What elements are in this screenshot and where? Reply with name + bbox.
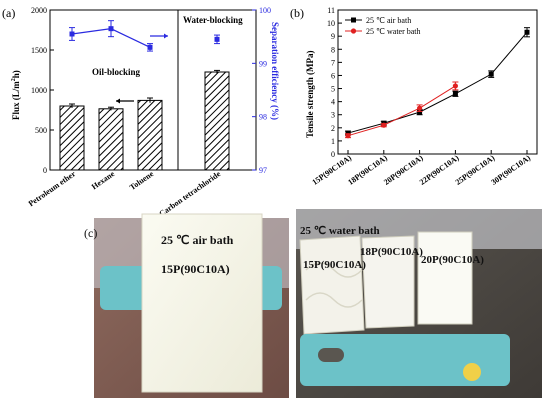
panel-a-efficiency-series [69,20,220,52]
y-tick-label: 4 [331,98,335,107]
efficiency-point [108,26,114,32]
panel-a-category-labels: Petroleum ether Hexane Toluene Carbon tetra… [27,169,223,218]
series-point [345,130,351,136]
y-tick-label: 3 [331,111,335,120]
series-line [347,85,456,137]
y-tick-label: 1500 [31,46,47,55]
category-label: Petroleum ether [27,169,78,208]
y2-tick-label: 98 [259,113,267,122]
film-sample-15p [299,235,365,335]
right-ruler [300,334,510,386]
panel-b-series [345,27,530,139]
y2-tick-label: 97 [259,166,267,175]
panel-b-axes: 0 1 2 3 4 5 6 7 8 9 10 11 [327,6,528,159]
y-tick-label: 2 [331,124,335,133]
category-label: Hexane [90,169,117,191]
y-tick-label: 11 [327,6,335,15]
panel-b-legend: 25 ℃ air bath 25 ℃ water bath [345,16,421,36]
flux-bar [98,108,124,171]
right-photo-sample-15p-label: 15P(90C10A) [303,259,366,271]
efficiency-point [69,31,75,37]
panel-a-label: (a) [2,6,15,20]
right-axis-arrowhead [164,33,168,39]
series-point [381,122,387,128]
film-wrinkles [305,262,363,308]
panel-a-right-axis: 97 98 99 100 [252,6,271,175]
series-point [417,109,423,115]
efficiency-point [147,44,153,50]
right-photo-sample-18p-label: 18P(90C10A) [360,246,423,258]
category-label: Toluene [128,169,156,192]
panel-a-ylabel: Flux (L/m2h) [11,70,21,120]
y2-tick-label: 100 [259,6,271,15]
y-tick-label: 500 [35,126,47,135]
y-tick-label: 2000 [31,6,47,15]
flux-bar [137,99,163,171]
y2-tick-label: 99 [259,59,267,68]
series-point [452,91,458,97]
series-point [417,105,423,111]
legend-label: 25 ℃ water bath [366,27,421,36]
left-axis-arrowhead [116,98,120,104]
panel-b-category-labels: 15P(90C10A)18P(90C10A)20P(90C10A)22P(90C… [310,153,532,187]
panel-a-bars [59,69,230,171]
y-tick-label: 1000 [31,86,47,95]
panel-c-photos [94,209,542,398]
y-tick-label: 10 [327,19,335,28]
left-photo-sample-label: 15P(90C10A) [161,262,230,276]
flux-bar [59,105,85,171]
y-tick-label: 5 [331,85,335,94]
y-tick-label: 7 [331,58,335,67]
series-point [452,83,458,89]
y-tick-label: 9 [331,32,335,41]
y-tick-label: 6 [331,71,335,80]
series-point [488,71,494,77]
panel-b-label: (b) [290,6,304,20]
legend-label: 25 ℃ air bath [366,16,411,25]
panel-a-chart: (a) 0 500 1000 1500 2000 97 98 99 100 Petroleum… [2,6,280,218]
film-sample-18p [361,235,415,329]
flux-bar [204,71,230,171]
panel-b-chart: (b) 0 1 2 3 4 5 6 7 8 9 10 11 15P(90C10A)18P(90C10A… [290,6,538,187]
panel-c-label: (c) [84,226,98,240]
y-tick-label: 1 [331,137,335,146]
panel-b-ylabel: Tensile strength (MPa) [305,51,315,139]
category-label: 30P(90C10A) [489,153,532,187]
efficiency-point [214,36,220,42]
left-photo-bath-label: 25 ℃ air bath [161,233,234,247]
water-blocking-label: Water-blocking [183,15,243,25]
series-point [345,133,351,139]
panel-a-y2label: Separation efficiency (%) [270,22,280,120]
left-film-sample [141,213,263,393]
oil-blocking-label: Oil-blocking [92,67,141,77]
series-point [524,29,530,35]
category-label: Carbon tetrachloride [157,169,222,218]
film-sample-20p [417,231,473,325]
panel-a-left-axis: 0 500 1000 1500 2000 [31,6,54,175]
panel-b-frame [337,9,538,155]
legend-marker [351,17,356,23]
series-line [347,31,528,134]
right-photo-sample-20p-label: 20P(90C10A) [421,254,484,266]
y-tick-label: 8 [331,45,335,54]
legend-marker [350,28,357,34]
right-photo-bath-label: 25 ℃ water bath [300,225,380,237]
ruler-slot [318,348,344,362]
ruler-cartoon-sticker [463,363,481,381]
y-tick-label: 0 [331,150,335,159]
y-tick-label: 0 [43,166,47,175]
